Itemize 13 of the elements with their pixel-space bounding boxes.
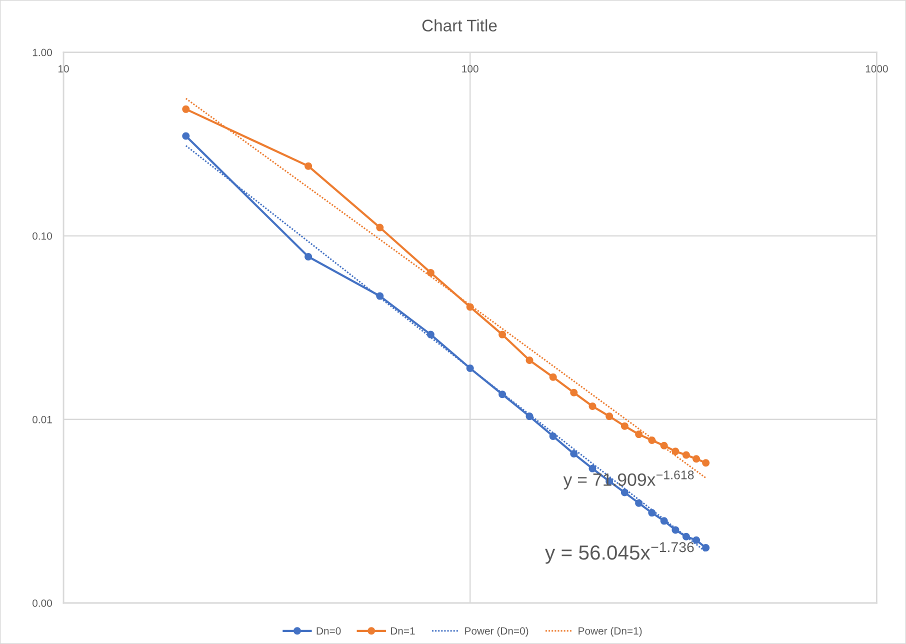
x-tick-label: 1000: [866, 65, 888, 72]
legend-label: Power (Dn=0): [465, 627, 528, 637]
y-tick-label: 1.00: [32, 48, 52, 56]
annotation: y = 56.045x$^{−1.736}$: [545, 542, 694, 564]
x-tick-label: 10: [58, 65, 69, 72]
legend-label: Dn=0: [316, 627, 341, 635]
chart-title: Chart Title: [422, 19, 497, 32]
x-tick-label: 100: [462, 65, 478, 72]
legend-label: Power (Dn=1): [578, 627, 642, 637]
y-tick-label: 0.01: [32, 416, 52, 424]
legend-label: Dn=1: [390, 627, 415, 635]
y-tick-label: 0.00: [32, 600, 52, 607]
y-tick-label: 0.10: [32, 232, 52, 240]
